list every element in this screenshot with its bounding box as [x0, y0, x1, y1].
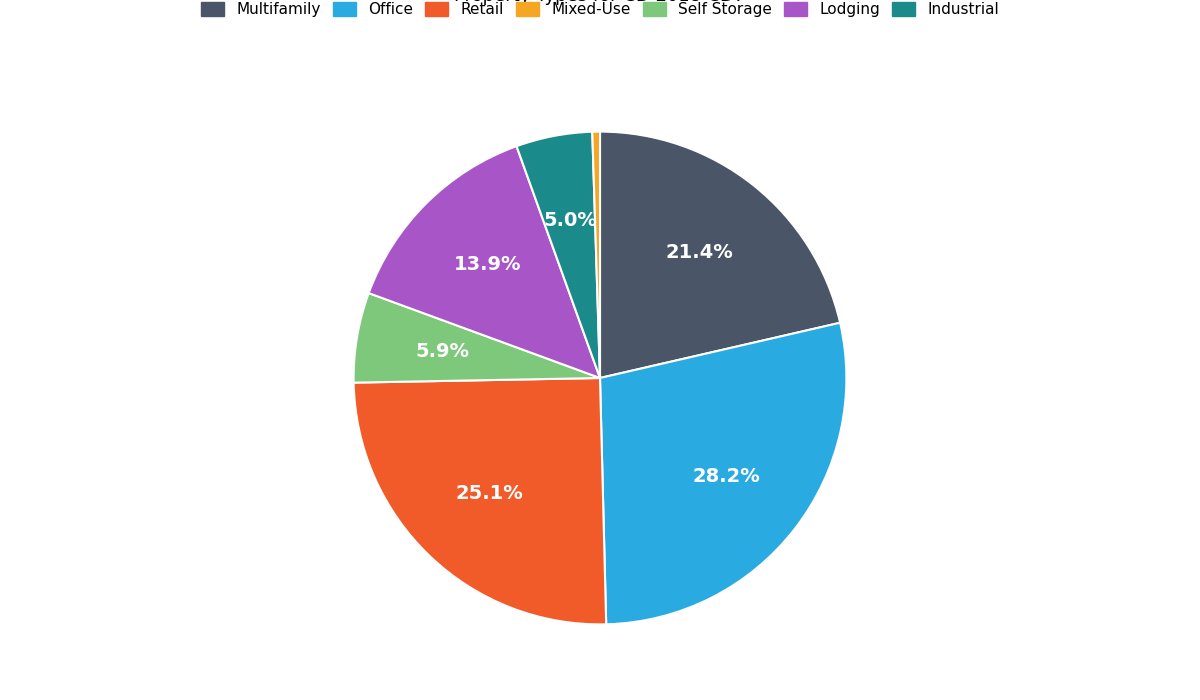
- Wedge shape: [516, 132, 600, 378]
- Wedge shape: [600, 132, 840, 378]
- Wedge shape: [600, 323, 846, 624]
- Wedge shape: [354, 293, 600, 383]
- Wedge shape: [354, 378, 606, 624]
- Text: 13.9%: 13.9%: [454, 255, 521, 274]
- Wedge shape: [593, 132, 600, 378]
- Wedge shape: [368, 146, 600, 378]
- Text: 21.4%: 21.4%: [666, 243, 733, 262]
- Text: 25.1%: 25.1%: [455, 484, 523, 503]
- Text: 5.0%: 5.0%: [544, 211, 596, 230]
- Text: 5.9%: 5.9%: [415, 342, 469, 361]
- Text: 28.2%: 28.2%: [692, 467, 761, 486]
- Title: Property Types for CD 2018-CD7: Property Types for CD 2018-CD7: [455, 0, 745, 5]
- Legend: Multifamily, Office, Retail, Mixed-Use, Self Storage, Lodging, Industrial: Multifamily, Office, Retail, Mixed-Use, …: [197, 0, 1003, 22]
